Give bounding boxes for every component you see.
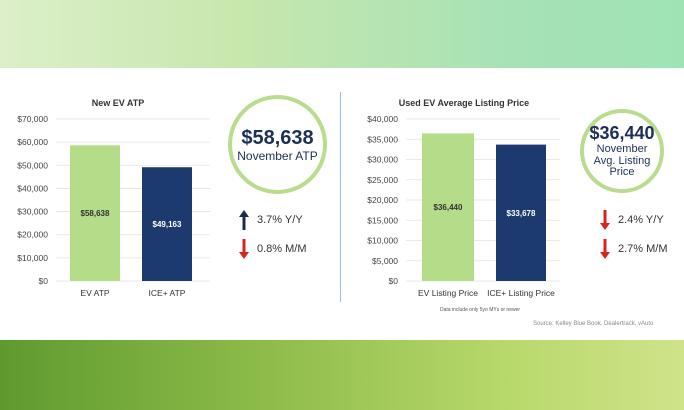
- used-ev-ytick-label: $30,000: [367, 155, 398, 165]
- used-ev-bar-value-label: $36,440: [434, 203, 463, 212]
- used-ev-yoy-stat: 2.4% Y/Y: [600, 210, 664, 230]
- used-ev-chart-title: Used EV Average Listing Price: [399, 98, 529, 108]
- used-ev-category-label: EV Listing Price: [418, 288, 478, 298]
- new-ev-ytick-label: $20,000: [17, 230, 48, 240]
- bottom-gradient-band: [0, 340, 684, 410]
- new-ev-ytick-label: $10,000: [17, 253, 48, 263]
- new-ev-category-label: EV ATP: [80, 288, 109, 298]
- top-gradient-band: [0, 0, 684, 68]
- used-ev-ytick-label: $20,000: [367, 195, 398, 205]
- new-ev-ytick-label: $60,000: [17, 137, 48, 147]
- new-ev-bar-value-label: $49,163: [153, 220, 182, 229]
- used-ev-bar-value-label: $33,678: [507, 209, 536, 218]
- arrow-down-icon: [600, 210, 610, 230]
- used-ev-ytick-label: $25,000: [367, 175, 398, 185]
- new-ev-mom-text: 0.8% M/M: [257, 243, 307, 255]
- used-ev-listing-label-2: Avg. Listing: [593, 154, 651, 167]
- arrow-down-icon: [239, 239, 249, 259]
- new-ev-atp-circle: $58,638 November ATP: [228, 95, 327, 194]
- new-ev-ytick-label: $70,000: [17, 114, 48, 124]
- arrow-down-icon: [600, 239, 610, 259]
- used-ev-ytick-label: $5,000: [372, 256, 398, 266]
- used-ev-ytick-label: $10,000: [367, 236, 398, 246]
- used-ev-listing-label-3: Price: [609, 166, 635, 179]
- new-ev-atp-value: $58,638: [241, 127, 314, 149]
- used-ev-ytick-label: $15,000: [367, 215, 398, 225]
- new-ev-yoy-text: 3.7% Y/Y: [257, 214, 303, 226]
- used-ev-ytick-label: $40,000: [367, 114, 398, 124]
- used-ev-category-label: ICE+ Listing Price: [487, 288, 555, 298]
- new-ev-ytick-label: $40,000: [17, 183, 48, 193]
- used-ev-listing-value: $36,440: [589, 123, 655, 143]
- new-ev-chart-title: New EV ATP: [92, 98, 145, 108]
- used-ev-bar: [422, 133, 474, 281]
- used-ev-ytick-label: $0: [389, 276, 399, 286]
- used-ev-data-note: Data include only 5yo MYs or newer: [440, 307, 521, 313]
- used-ev-bar: [496, 144, 546, 281]
- used-ev-mom-stat: 2.7% M/M: [600, 239, 668, 259]
- new-ev-mom-stat: 0.8% M/M: [239, 239, 307, 259]
- used-ev-ytick-label: $35,000: [367, 134, 398, 144]
- new-ev-bar: [70, 145, 120, 281]
- new-ev-yoy-stat: 3.7% Y/Y: [239, 210, 303, 230]
- source-text: Source: Kelley Blue Book, Dealertrack, v…: [533, 321, 654, 327]
- new-ev-category-label: ICE+ ATP: [149, 288, 186, 298]
- new-ev-ytick-label: $50,000: [17, 160, 48, 170]
- new-ev-bar-value-label: $58,638: [81, 209, 110, 218]
- panel-divider: [340, 92, 341, 302]
- arrow-up-icon: [239, 210, 249, 230]
- used-ev-yoy-text: 2.4% Y/Y: [618, 214, 664, 226]
- new-ev-bar: [142, 167, 192, 281]
- new-ev-atp-label: November ATP: [237, 149, 318, 163]
- used-ev-listing-label-1: November: [596, 143, 648, 155]
- new-ev-ytick-label: $0: [39, 276, 49, 286]
- new-ev-ytick-label: $30,000: [17, 207, 48, 217]
- used-ev-listing-circle: $36,440 November Avg. Listing Price: [580, 109, 664, 193]
- used-ev-mom-text: 2.7% M/M: [618, 243, 668, 255]
